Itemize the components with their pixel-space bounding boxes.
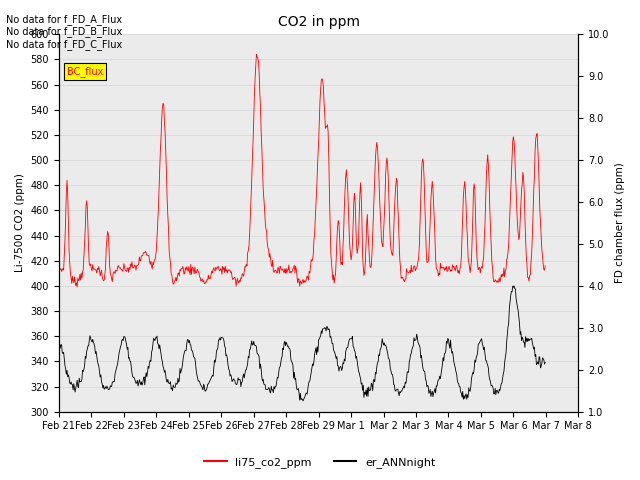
- Y-axis label: Li-7500 CO2 (ppm): Li-7500 CO2 (ppm): [15, 174, 25, 273]
- Legend: li75_co2_ppm, er_ANNnight: li75_co2_ppm, er_ANNnight: [200, 452, 440, 472]
- Text: No data for f_FD_C_Flux: No data for f_FD_C_Flux: [6, 39, 123, 50]
- Text: BC_flux: BC_flux: [67, 66, 103, 77]
- Title: CO2 in ppm: CO2 in ppm: [278, 15, 360, 29]
- Text: No data for f_FD_B_Flux: No data for f_FD_B_Flux: [6, 26, 123, 37]
- Text: No data for f_FD_A_Flux: No data for f_FD_A_Flux: [6, 13, 122, 24]
- Y-axis label: FD chamber flux (ppm): FD chamber flux (ppm): [615, 163, 625, 283]
